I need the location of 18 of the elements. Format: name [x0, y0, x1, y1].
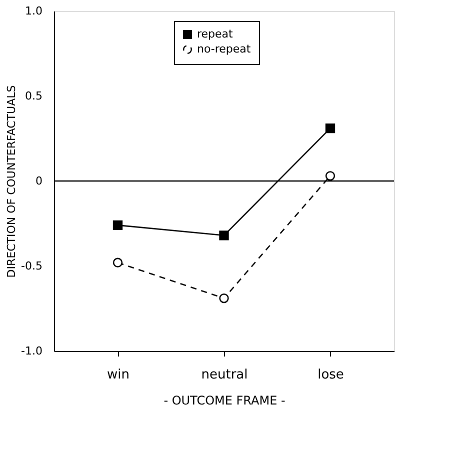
x-tick-label: neutral	[201, 368, 248, 382]
x-tick-label: lose	[318, 368, 344, 382]
y-tick-label: 0.5	[25, 90, 42, 102]
point	[112, 220, 123, 230]
point	[325, 123, 336, 134]
y-tick-label: 1.0	[25, 4, 42, 18]
y-tick-label: 0	[36, 174, 42, 188]
y-tick-label: -1.0	[21, 344, 42, 358]
legend-label: repeat	[197, 28, 234, 40]
point	[219, 293, 229, 304]
point	[219, 230, 229, 240]
y-axis-title: DIRECTION OF COUNTERFACTUALS	[5, 85, 18, 278]
legend-label: no-repeat	[197, 42, 252, 56]
point	[325, 171, 336, 181]
point	[112, 258, 123, 268]
y-tick-label: -0.5	[21, 260, 42, 272]
x-tick-label: win	[107, 368, 130, 382]
x-axis-title: - OUTCOME FRAME -	[164, 394, 286, 408]
